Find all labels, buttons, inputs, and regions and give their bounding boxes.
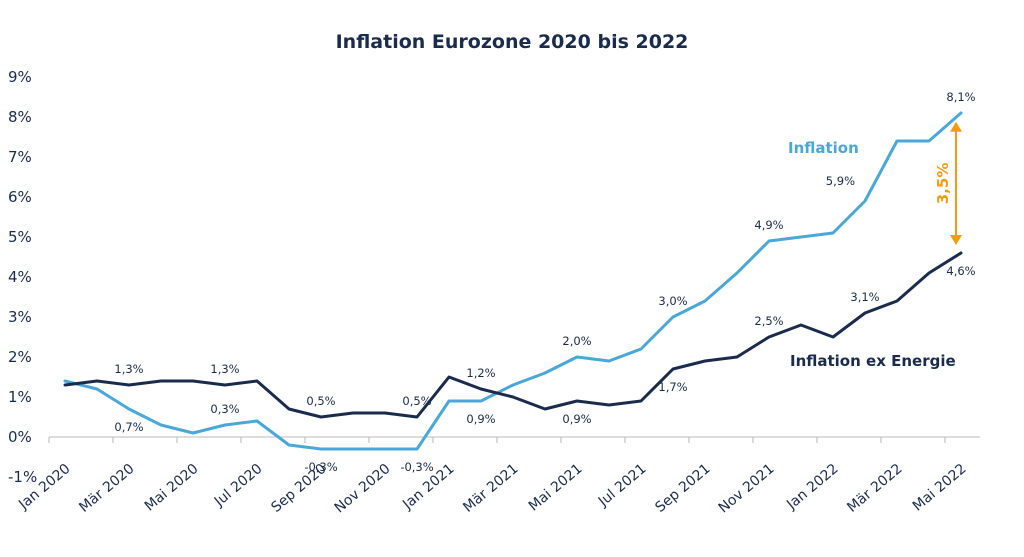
series-layer xyxy=(63,111,963,451)
y-tick-label: 7% xyxy=(8,148,32,166)
x-tick-label: Mai 2022 xyxy=(910,461,970,515)
x-tick-label: Mär 2021 xyxy=(460,461,521,516)
x-tick-label: Nov 2021 xyxy=(716,461,778,517)
data-label: 2,5% xyxy=(754,314,783,328)
data-label: 1,2% xyxy=(466,366,495,380)
y-tick-label: 5% xyxy=(8,228,32,246)
x-tick-label: Nov 2020 xyxy=(332,461,394,517)
y-tick-label: 6% xyxy=(8,188,32,206)
data-label: 1,7% xyxy=(658,380,687,394)
x-tick-label: Mär 2020 xyxy=(76,461,137,516)
y-tick-label: 8% xyxy=(8,108,32,126)
y-tick-label: 4% xyxy=(8,268,32,286)
x-tick-label: Sep 2021 xyxy=(652,461,713,516)
data-label: -0,3% xyxy=(400,460,433,474)
data-label: 0,5% xyxy=(402,394,431,408)
x-axis: Jan 2020 Mär 2020 Mai 2020 Jul 2020 Sep 2020… xyxy=(15,436,980,517)
x-tick-label: Mai 2021 xyxy=(526,461,586,515)
data-label: 8,1% xyxy=(946,90,975,104)
x-tick-label: Jul 2020 xyxy=(211,461,266,511)
data-label: 3,0% xyxy=(658,294,687,308)
data-label: 4,9% xyxy=(754,218,783,232)
data-labels: 0,7% 0,3% -0,3% -0,3% 0,9% 2,0% 3,0% 4,9% 5,9% 8,… xyxy=(114,90,975,474)
series-label-inflation-ex-energy: Inflation ex Energie xyxy=(790,352,956,370)
x-tick-label: Mai 2020 xyxy=(142,461,202,515)
chart-title: Inflation Eurozone 2020 bis 2022 xyxy=(336,31,689,53)
y-tick-label: 9% xyxy=(8,68,32,86)
arrow-down-icon xyxy=(950,235,962,245)
data-label: 0,7% xyxy=(114,420,143,434)
gap-annotation: 3,5% xyxy=(934,121,962,245)
x-tick-label: Mär 2022 xyxy=(844,461,905,516)
data-label: 5,9% xyxy=(826,174,855,188)
gap-label: 3,5% xyxy=(934,163,952,205)
series-line-inflation xyxy=(63,111,963,451)
data-label: 0,3% xyxy=(210,402,239,416)
x-tick-label: Jul 2021 xyxy=(595,461,650,511)
y-axis: -1% 0% 1% 2% 3% 4% 5% 6% 7% 8% 9% xyxy=(8,68,37,486)
data-label: 3,1% xyxy=(850,290,879,304)
data-label: 0,5% xyxy=(306,394,335,408)
y-tick-label: 0% xyxy=(8,428,32,446)
y-tick-label: 1% xyxy=(8,388,32,406)
series-line-inflation-ex-energy xyxy=(63,251,963,419)
arrow-up-icon xyxy=(950,121,962,132)
data-label: 0,9% xyxy=(466,412,495,426)
x-tick-label: Jan 2022 xyxy=(783,461,841,514)
data-label: 1,3% xyxy=(114,362,143,376)
data-label: 2,0% xyxy=(562,334,591,348)
y-tick-label: 3% xyxy=(8,308,32,326)
series-label-inflation: Inflation xyxy=(788,139,859,157)
data-label: 0,9% xyxy=(562,412,591,426)
data-label: -0,3% xyxy=(304,460,337,474)
y-tick-label: 2% xyxy=(8,348,32,366)
data-label: 4,6% xyxy=(946,264,975,278)
y-tick-label: -1% xyxy=(8,468,37,486)
data-label: 1,3% xyxy=(210,362,239,376)
